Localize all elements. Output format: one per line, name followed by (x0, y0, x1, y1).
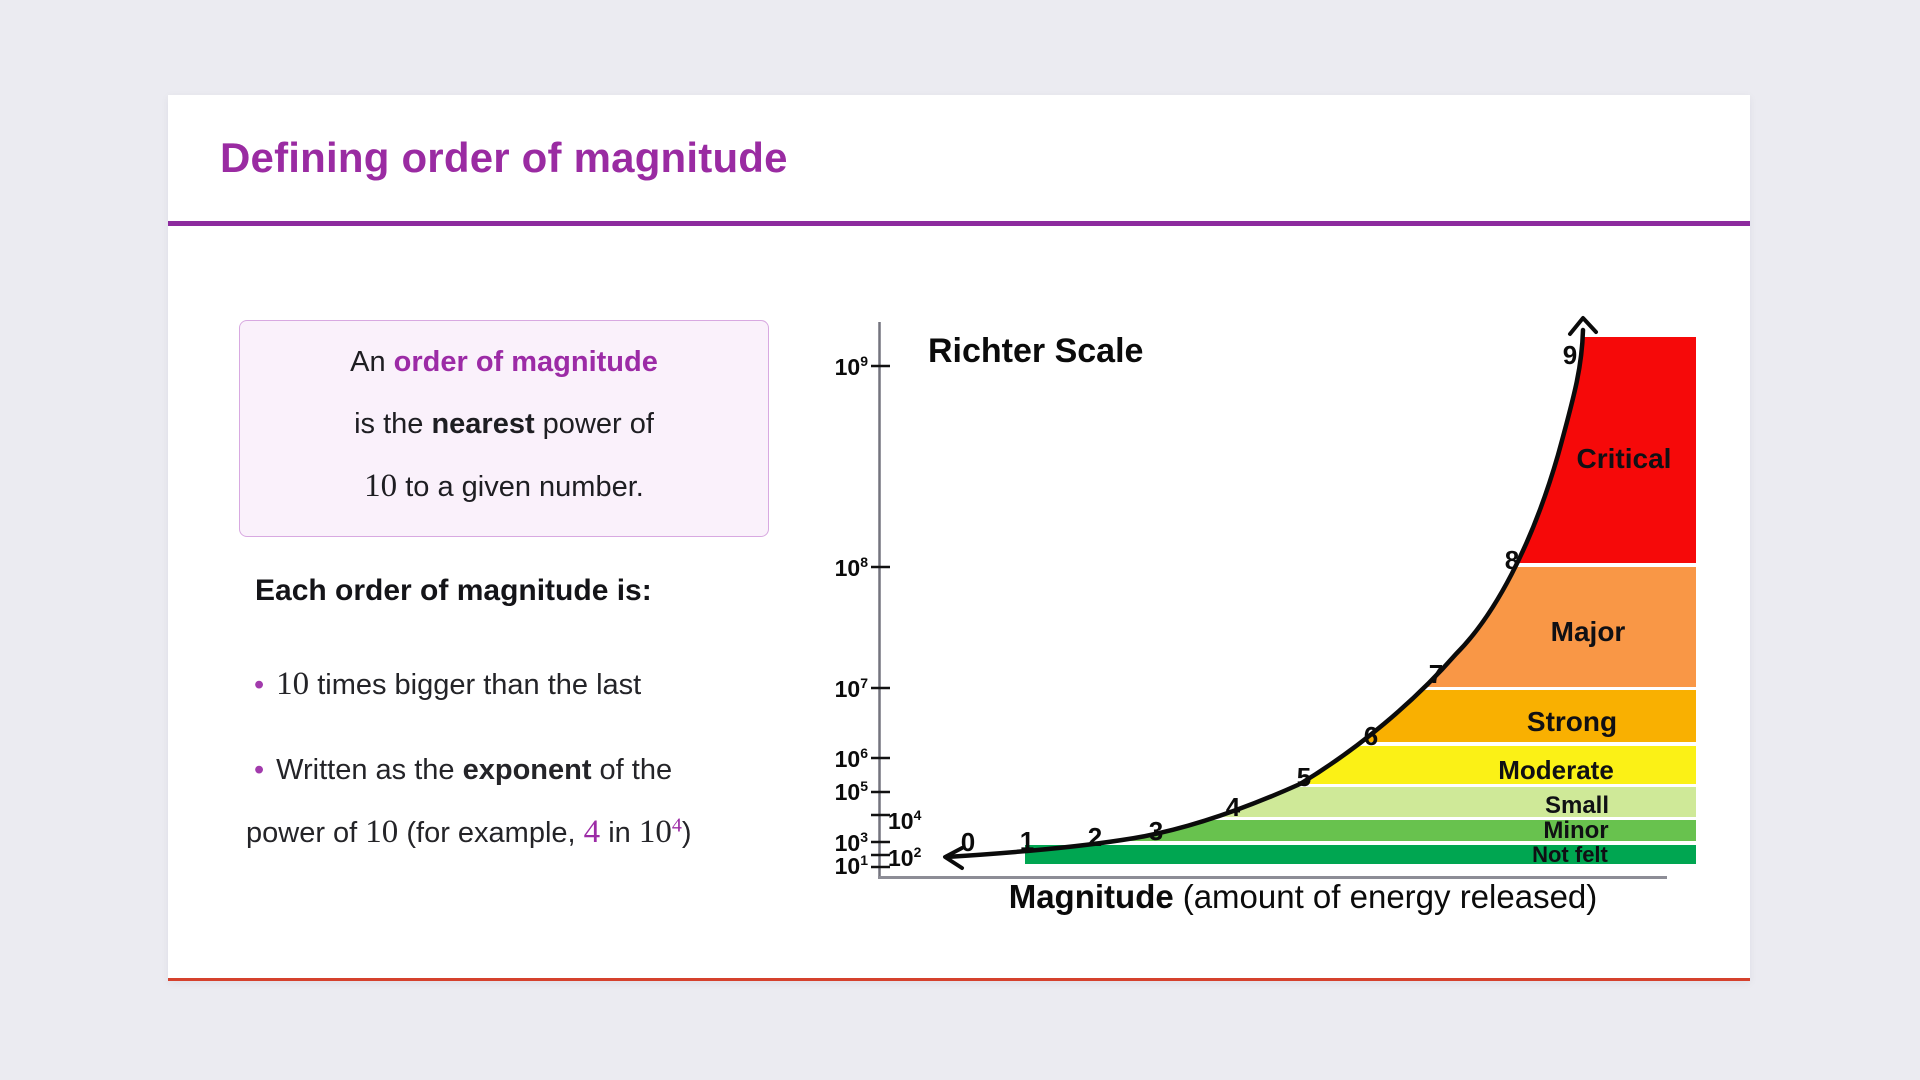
bullet1-seg-text: times bigger than the last (309, 669, 642, 701)
curve-label-4: 4 (1226, 792, 1241, 822)
band-label-moderate: Moderate (1498, 755, 1614, 785)
definition-seg-keyterm: order of magnitude (393, 346, 658, 378)
x-axis-label: Magnitude (amount of energy released) (1009, 878, 1598, 915)
bullet-item-2-line-1: • Written as the exponent of the (254, 754, 672, 787)
page-title: Defining order of magnitude (220, 134, 788, 181)
curve-label-7: 7 (1429, 659, 1443, 689)
curve-label-3: 3 (1149, 816, 1163, 846)
curve-up-arrowhead-icon (1568, 316, 1598, 336)
definition-seg-nearest: nearest (431, 408, 535, 440)
band-label-small: Small (1545, 792, 1609, 819)
chart-title: Richter Scale (928, 332, 1143, 370)
band-label-strong: Strong (1527, 706, 1617, 737)
definition-line-1: An order of magnitude (240, 331, 768, 393)
curve-label-1: 1 (1020, 826, 1034, 856)
magnitude-curve (943, 327, 1586, 860)
y-tick-label-10e8: 108 (835, 554, 869, 581)
bullet-item-1: • 10 times bigger than the last (254, 666, 641, 703)
curve-label-6: 6 (1364, 721, 1378, 751)
bullet-item-2-line-2: power of 10 (for example, 4 in 104) (246, 814, 692, 851)
definition-seg-an: An (350, 346, 394, 378)
bullet2-seg-ten2: 10 (638, 814, 672, 850)
bullet1-seg-ten: 10 (276, 666, 310, 702)
bullet2-seg-sup4: 4 (671, 814, 682, 837)
bullet-dot-2: • (254, 754, 265, 786)
bullet-dot-1: • (254, 669, 265, 701)
curve-label-9: 9 (1563, 340, 1577, 370)
bullet2-seg-four: 4 (583, 814, 601, 850)
definition-line-3: 10 to a given number. (240, 455, 768, 518)
curve-label-5: 5 (1297, 762, 1311, 792)
bullet2-seg-exponent: exponent (462, 754, 592, 786)
bullet2-seg-ten: 10 (365, 814, 399, 850)
curve-label-2: 2 (1088, 822, 1102, 852)
y-tick-label-10e7: 107 (835, 675, 869, 702)
y-tick-label-10e2: 102 (888, 844, 922, 871)
band-label-critical: Critical (1577, 443, 1672, 474)
bullet2-seg-powerof: power of (246, 817, 366, 849)
curve-label-0: 0 (961, 827, 975, 857)
subheading: Each order of magnitude is: (255, 574, 652, 607)
y-tick-label-10e5: 105 (835, 778, 869, 805)
band-label-minor: Minor (1543, 817, 1608, 844)
bullet2-seg-written: Written as the (276, 754, 463, 786)
y-tick-label-10e1: 101 (835, 852, 869, 879)
band-not-felt (1025, 845, 1696, 864)
y-tick-label-10e6: 106 (835, 745, 869, 772)
definition-seg-powerof: power of (534, 408, 654, 440)
y-tick-label-10e3: 103 (835, 829, 869, 856)
band-label-not-felt: Not felt (1532, 842, 1608, 867)
bullet2-seg-close: ) (681, 817, 692, 849)
bullet2-seg-example: (for example, (398, 817, 584, 849)
definition-line-2: is the nearest power of (240, 393, 768, 455)
richter-scale-chart: 109 108 107 106 105 103 101 104 102 0 1 … (835, 316, 1696, 915)
definition-seg-ten: 10 (364, 468, 398, 504)
y-tick-label-10e9: 109 (835, 353, 869, 380)
bullet2-seg-ofthe: of the (591, 754, 673, 786)
title-divider (168, 221, 1750, 226)
slide-card: Defining order of magnitude An order of … (168, 95, 1750, 981)
definition-seg-rest: to a given number. (397, 471, 644, 503)
definition-seg-isthe: is the (354, 408, 432, 440)
band-label-major: Major (1551, 616, 1626, 647)
curve-left-arrowhead-icon (943, 846, 964, 870)
definition-box: An order of magnitude is the nearest pow… (239, 320, 769, 537)
bullet2-seg-in: in (600, 817, 639, 849)
y-tick-label-10e4: 104 (888, 807, 922, 834)
curve-label-8: 8 (1505, 545, 1519, 575)
